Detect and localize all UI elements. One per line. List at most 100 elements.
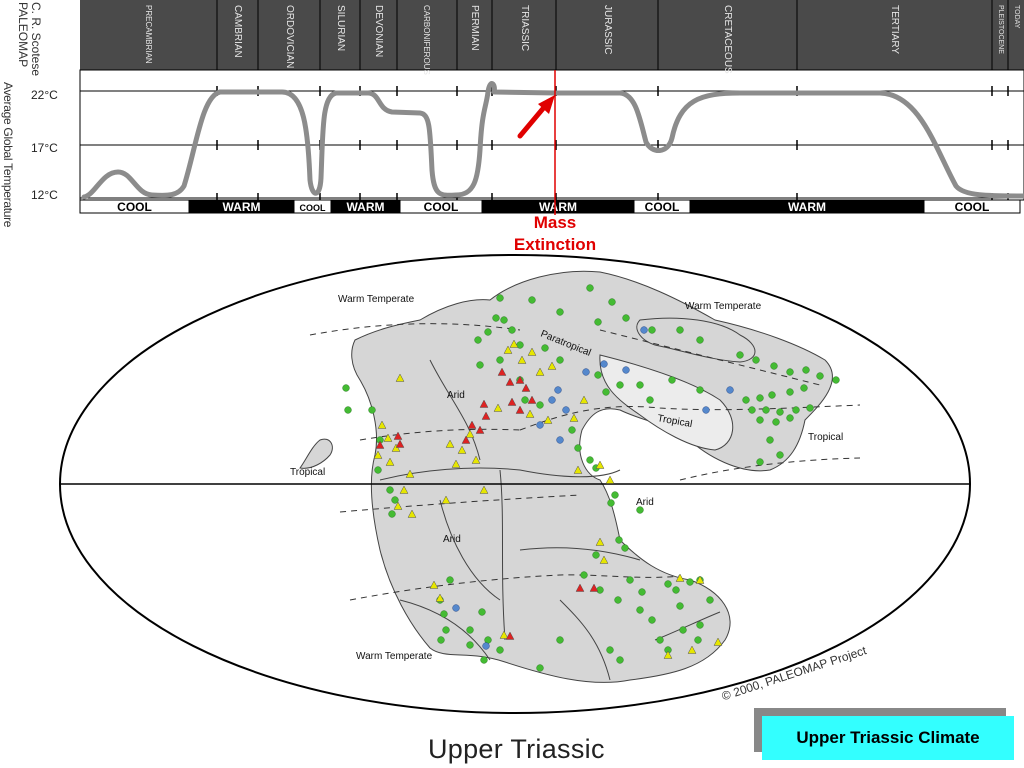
fossil-site-dot [656, 636, 664, 644]
fossil-site-dot [776, 408, 784, 416]
fossil-site-dot [342, 384, 350, 392]
mass-extinction-label: Mass Extinction [513, 213, 597, 254]
fossil-site-triangle [687, 645, 697, 654]
fossil-site-triangle [507, 397, 517, 406]
fossil-site-triangle [535, 367, 545, 376]
period-label-precambrian: PRECAMBRIAN [143, 5, 153, 64]
fossil-site-dot [648, 616, 656, 624]
period-label-cretaceous: CRETACEOUS [722, 5, 733, 74]
fossil-site-dot [492, 314, 500, 322]
fossil-site-dot [592, 551, 600, 559]
fossil-site-dot [786, 414, 794, 422]
fossil-site-triangle [405, 469, 415, 478]
period-label-silurian: SILURIAN [334, 5, 346, 52]
fossil-site-dot [752, 356, 760, 364]
fossil-site-triangle [589, 583, 599, 592]
fossil-site-triangle [475, 425, 485, 434]
y-axis-title: Average Global Temperature [1, 82, 15, 228]
fossil-site-dot [800, 384, 808, 392]
fossil-site-dot [536, 421, 544, 429]
fossil-site-triangle [527, 395, 537, 404]
zone-label-arid-south: Arid [443, 534, 461, 545]
zone-label-arid-north: Arid [447, 390, 465, 401]
fossil-site-dot [621, 544, 629, 552]
fossil-site-triangle [505, 377, 515, 386]
period-label-ordovician: ORDOVICIAN [283, 5, 295, 69]
fossil-site-triangle [713, 637, 723, 646]
period-header [80, 0, 1024, 70]
fossil-site-triangle [393, 501, 403, 510]
fossil-site-dot [528, 296, 536, 304]
period-label-pleistocene: PLEISTOCENE [996, 5, 1004, 54]
fossil-site-triangle [515, 375, 525, 384]
period-dividers [216, 0, 1009, 70]
fossil-site-dot [816, 372, 824, 380]
landmass-west-arc [299, 438, 333, 469]
chart-credit: C. R. Scotese PALEOMAP [16, 2, 43, 77]
fossil-site-dot [452, 604, 460, 612]
fossil-site-dot [582, 368, 590, 376]
period-label-jurassic: JURASSIC [601, 5, 613, 55]
fossil-site-dot [442, 626, 450, 634]
fossil-site-triangle [461, 435, 471, 444]
fossil-sites [342, 284, 840, 672]
period-label-cambrian: CAMBRIAN [232, 5, 243, 58]
fossil-site-triangle [695, 575, 705, 584]
zone-label-warm-temperate-ne: Warm Temperate [685, 301, 762, 312]
temperature-curve [81, 81, 1024, 200]
fossil-site-dot [562, 406, 570, 414]
fossil-site-dot [726, 386, 734, 394]
period-label-triassic: TRIASSIC [518, 5, 530, 52]
tick-label-22: 22°C [31, 88, 58, 102]
climate-band-label: COOL [955, 200, 990, 214]
fossil-site-triangle [467, 420, 477, 429]
fossil-site-dot [496, 356, 504, 364]
fossil-site-dot [466, 626, 474, 634]
fossil-site-dot [626, 576, 634, 584]
fossil-site-dot [756, 416, 764, 424]
fossil-site-triangle [399, 485, 409, 494]
fossil-site-dot [614, 596, 622, 604]
fossil-site-dot [756, 458, 764, 466]
fossil-site-dot [568, 426, 576, 434]
fossil-site-dot [786, 388, 794, 396]
fossil-site-dot [802, 366, 810, 374]
period-label-permian: PERMIAN [469, 5, 480, 51]
fossil-site-dot [391, 496, 399, 504]
fossil-site-triangle [497, 367, 507, 376]
fossil-site-dot [446, 576, 454, 584]
fossil-site-dot [679, 626, 687, 634]
fossil-site-dot [521, 396, 529, 404]
fossil-site-dot [636, 381, 644, 389]
fossil-site-triangle [499, 630, 509, 639]
fossil-site-dot [832, 376, 840, 384]
climate-band-label: WARM [539, 200, 577, 214]
fossil-site-dot [636, 506, 644, 514]
zone-label-tropical-west: Tropical [290, 467, 325, 478]
fossil-site-triangle [479, 485, 489, 494]
fossil-site-triangle [569, 413, 579, 422]
fossil-site-dot [548, 396, 556, 404]
fossil-site-triangle [525, 409, 535, 418]
fossil-site-dot [616, 656, 624, 664]
fossil-site-triangle [395, 439, 405, 448]
fossil-site-triangle [517, 355, 527, 364]
fossil-site-dot [508, 326, 516, 334]
zone-label-warm-temperate-south: Warm Temperate [356, 651, 433, 662]
fossil-site-dot [536, 401, 544, 409]
climate-band-label: COOL [300, 203, 327, 213]
landmass-tethys-peninsula [599, 354, 734, 451]
fossil-site-dot [792, 406, 800, 414]
fossil-site-dot [636, 606, 644, 614]
fossil-site-dot [388, 510, 396, 518]
fossil-site-triangle [515, 405, 525, 414]
fossil-site-triangle [599, 555, 609, 564]
caption-box: Upper Triassic Climate [762, 716, 1014, 760]
fossil-site-dot [786, 368, 794, 376]
fossil-site-triangle [595, 537, 605, 546]
fossil-site-dot [586, 284, 594, 292]
fossil-site-triangle [521, 383, 531, 392]
fossil-site-triangle [375, 440, 385, 449]
fossil-site-dot [608, 298, 616, 306]
